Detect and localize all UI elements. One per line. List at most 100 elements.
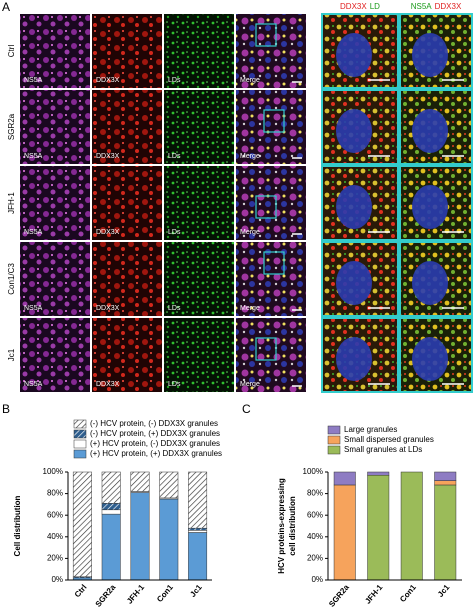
channel-label: DDX3X (96, 305, 120, 312)
y-axis-label: Cell distribution (13, 495, 22, 556)
x-tick-label: Con1 (398, 582, 418, 604)
panel-label: B (2, 402, 10, 416)
bar-segment (434, 480, 457, 486)
zoom-box (255, 23, 277, 47)
bar-segment (188, 532, 208, 581)
micrograph (92, 318, 162, 392)
x-tick-label: JFH-1 (363, 582, 385, 605)
bar-segment (130, 471, 150, 492)
y-axis-label: cell distribution (288, 496, 297, 556)
zoom-header-part: DDX3X (340, 2, 367, 11)
zoom-box (263, 251, 285, 275)
bar-segment (333, 471, 356, 486)
zoom-header: NS5A DDX3X (411, 2, 462, 11)
y-tick-label: 60% (307, 510, 323, 519)
bar-segment (188, 471, 208, 529)
channel-label: LDs (168, 229, 181, 236)
row-label: Con1/C3 (7, 263, 16, 295)
nucleus (412, 185, 448, 229)
channel-label: NS5A (24, 77, 43, 84)
bar-segment (159, 498, 179, 581)
zoom-header: DDX3X LD (340, 2, 380, 11)
micrograph (164, 90, 234, 164)
legend-label: (+) HCV protein, (+) DDX3X granules (90, 449, 222, 458)
zoom-header-part: NS5A (411, 2, 433, 11)
y-tick-label: 40% (47, 532, 63, 541)
channel-label: LDs (168, 77, 181, 84)
channel-label: Merge (240, 229, 260, 236)
bar-segment (101, 513, 121, 581)
nucleus (412, 33, 448, 77)
micrograph (164, 14, 234, 88)
charts: B 0% 20% 40% 60% 80% 100% Cell distribution Ctrl… (2, 402, 462, 609)
x-tick-label: Con1 (155, 582, 175, 604)
y-tick-label: 80% (47, 489, 63, 498)
row-label: JFH-1 (7, 192, 16, 214)
legend-swatch (73, 429, 87, 439)
x-tick-label: JFH-1 (125, 582, 147, 605)
channel-label: Merge (240, 381, 260, 388)
y-tick-label: 100% (43, 467, 63, 476)
bar-segment (159, 471, 179, 499)
row-label: Ctrl (7, 45, 16, 58)
bar-segment (333, 484, 356, 581)
bar-segment (367, 471, 390, 476)
micrograph (236, 90, 306, 164)
channel-label: DDX3X (96, 153, 120, 160)
micrograph (20, 242, 90, 316)
bar-segment (367, 474, 390, 581)
nucleus (336, 109, 372, 153)
micrograph (20, 318, 90, 392)
legend-label: Small dispersed granules (344, 435, 434, 444)
channel-label: DDX3X (96, 77, 120, 84)
micrograph (236, 318, 306, 392)
legend-swatch (73, 419, 87, 429)
channel-label: LDs (168, 381, 181, 388)
legend-swatch (327, 445, 341, 455)
x-tick-label: Jc1 (188, 582, 204, 598)
legend-swatch (73, 449, 87, 459)
zoom-box (255, 337, 277, 361)
nucleus (336, 33, 372, 77)
zoom-header-part: LD (370, 2, 380, 11)
micrograph (236, 14, 306, 88)
channel-label: Merge (240, 153, 260, 160)
legend-label: Small granules at LDs (344, 445, 422, 454)
x-tick-label: SGR2a (327, 582, 351, 608)
channel-label: LDs (168, 305, 181, 312)
nucleus (412, 261, 448, 305)
bar-segment (434, 484, 457, 581)
bar-segment (188, 530, 208, 533)
legend-label: (+) HCV protein, (-) DDX3X granules (90, 439, 220, 448)
micrograph (164, 242, 234, 316)
y-tick-label: 80% (307, 489, 323, 498)
y-tick-label: 20% (307, 554, 323, 563)
channel-label: Merge (240, 77, 260, 84)
y-tick-label: 0% (311, 575, 323, 584)
micrograph (236, 242, 306, 316)
y-axis-label: HCV proteins-expressing (277, 478, 286, 574)
row-label: SGR2a (7, 113, 16, 140)
channel-label: NS5A (24, 381, 43, 388)
row-label: Jc1 (7, 348, 16, 361)
y-tick-label: 100% (303, 467, 323, 476)
micrograph (20, 14, 90, 88)
zoom-box (255, 195, 277, 219)
micrograph (20, 166, 90, 240)
y-tick-label: 0% (51, 575, 63, 584)
channel-label: NS5A (24, 229, 43, 236)
channel-label: LDs (168, 153, 181, 160)
micrograph (164, 166, 234, 240)
micrograph (236, 166, 306, 240)
bar-segment (101, 509, 121, 515)
y-tick-label: 40% (307, 532, 323, 541)
legend-label: Large granules (344, 425, 397, 434)
zoom-header-part: DDX3X (435, 2, 462, 11)
bar-segment (434, 471, 457, 481)
nucleus (336, 185, 372, 229)
zoom-box (263, 109, 285, 133)
legend-swatch (73, 439, 87, 449)
bar-segment (130, 492, 150, 581)
y-tick-label: 60% (47, 510, 63, 519)
